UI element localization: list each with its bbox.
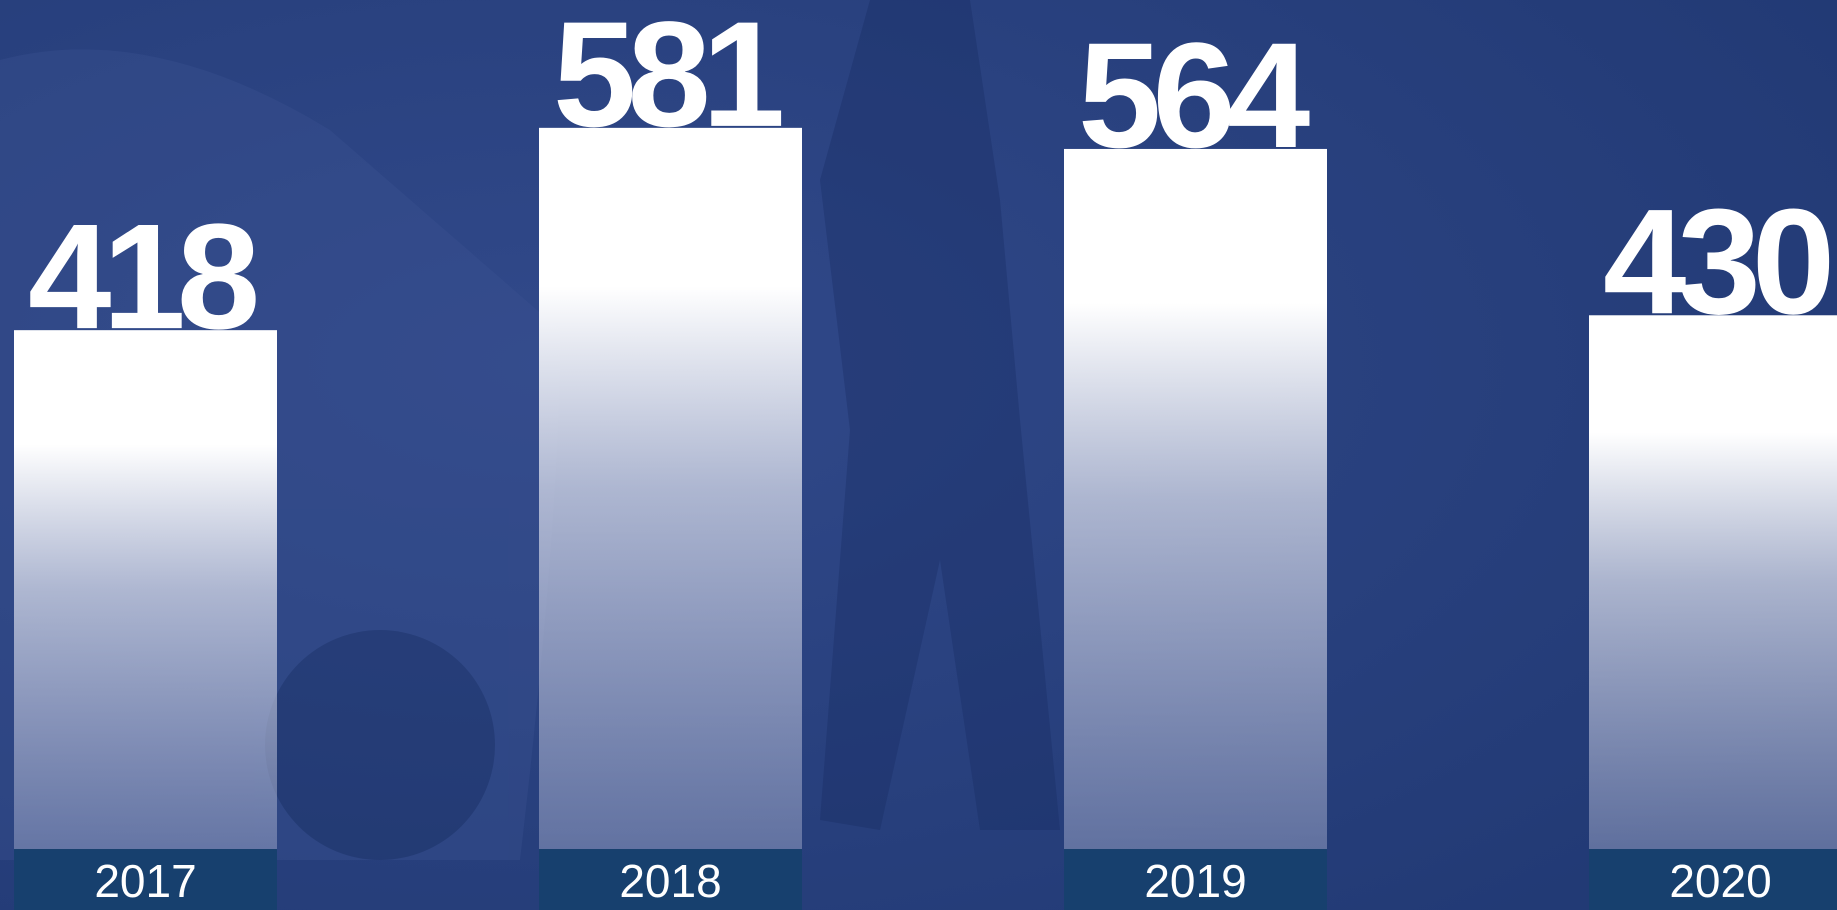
value-label: 418 (28, 192, 256, 360)
value-label: 564 (1078, 11, 1310, 179)
value-label: 430 (1603, 177, 1830, 345)
bar (539, 127, 802, 849)
wheel (265, 630, 495, 860)
bar (1064, 148, 1327, 849)
x-tick-label: 2018 (619, 855, 721, 907)
person-shape (820, 0, 1060, 830)
category-box (539, 849, 802, 910)
value-label: 581 (553, 0, 782, 158)
bar (14, 330, 277, 850)
category-box (14, 849, 277, 910)
bar (1589, 315, 1837, 849)
x-tick-label: 2020 (1669, 855, 1771, 907)
category-box (1589, 849, 1837, 910)
category-box (1064, 849, 1327, 910)
x-tick-label: 2019 (1144, 855, 1246, 907)
x-tick-label: 2017 (94, 855, 196, 907)
